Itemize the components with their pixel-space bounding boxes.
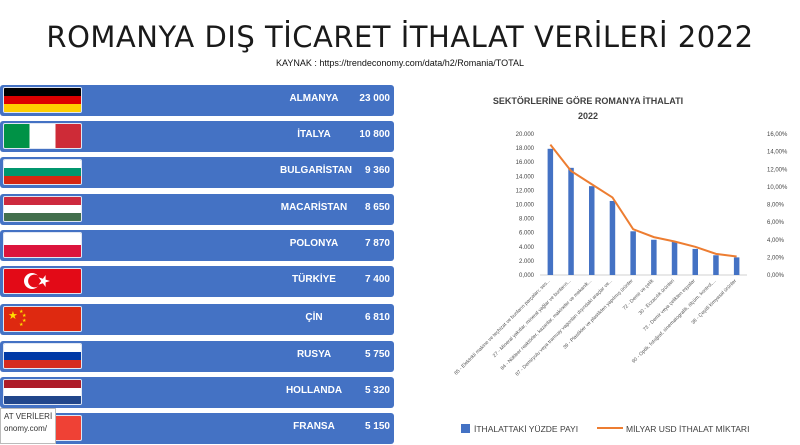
country-row: FRANSA 5 150: [0, 413, 394, 444]
country-name: ALMANYA: [289, 93, 339, 104]
country-row: İTALYA 10 800: [0, 121, 394, 152]
y-right-tick-label: 16,00%: [767, 132, 788, 138]
country-value: 7 400: [364, 274, 390, 285]
x-tick-label: 30 - Eczacılık ürünleri: [638, 278, 676, 316]
y-right-tick-label: 12,00%: [767, 167, 788, 173]
country-row: HOLLANDA 5 320: [0, 377, 394, 408]
footer-tag: AT VERİLERİ onomy.com/: [0, 408, 56, 444]
y-left-tick-label: 18.000: [516, 146, 535, 152]
russia-flag-icon: [3, 343, 82, 369]
x-tick-label: 27 - Mineral yakıtlar, mineral yağlar ve…: [492, 278, 573, 359]
chart-title: SEKTÖRLERİNE GÖRE ROMANYA İTHALATI: [493, 96, 683, 106]
bar: [589, 186, 595, 275]
y-left-tick-label: 10.000: [516, 203, 535, 209]
country-name: TÜRKİYE: [292, 274, 336, 285]
country-name: POLONYA: [289, 238, 339, 249]
country-value: 6 810: [364, 312, 390, 323]
bar: [630, 231, 636, 275]
bar: [651, 239, 657, 275]
country-row: RUSYA 5 750: [0, 341, 394, 372]
y-right-tick-label: 0,00%: [767, 273, 785, 279]
bulgaria-flag-icon: [3, 159, 82, 185]
svg-text:★: ★: [8, 310, 18, 322]
netherlands-flag-icon: [3, 379, 82, 405]
italy-flag-icon: [3, 123, 82, 149]
x-tick-label: 84 - Nükleer reaktörler, kazanlar, makin…: [500, 278, 593, 371]
y-left-tick-label: 0,000: [519, 273, 535, 279]
sector-import-chart: SEKTÖRLERİNE GÖRE ROMANYA İTHALATI 2022 0,…: [453, 96, 788, 434]
x-tick-label: 85 - Elektrikli makine ve teçhizat ve bu…: [453, 278, 551, 376]
y-left-tick-label: 14.000: [516, 174, 535, 180]
svg-text:★: ★: [22, 318, 27, 324]
country-row: POLONYA 7 870: [0, 230, 394, 261]
svg-text:★: ★: [19, 322, 24, 328]
country-name: MACARİSTAN: [280, 202, 348, 213]
country-row: ALMANYA 23 000: [0, 85, 394, 116]
chart-subtitle: 2022: [578, 111, 598, 121]
hungary-flag-icon: [3, 196, 82, 222]
y-right-tick-label: 14,00%: [767, 150, 788, 156]
svg-text:★: ★: [22, 313, 27, 319]
germany-flag-icon: [3, 87, 82, 113]
bar: [609, 200, 616, 275]
y-left-tick-label: 12.000: [516, 188, 535, 194]
country-value: 8 650: [364, 202, 390, 213]
source-note: KAYNAK : https://trendeconomy.com/data/h…: [276, 58, 524, 68]
country-value: 5 150: [364, 421, 390, 432]
country-name: İTALYA: [297, 129, 331, 140]
y-right-tick-label: 6,00%: [767, 220, 785, 226]
y-left-tick-label: 6.000: [519, 231, 535, 237]
legend-label-line: MİLYAR USD İTHALAT MİKTARI: [626, 424, 749, 434]
country-name: BULGARİSTAN: [280, 165, 353, 176]
y-right-tick-label: 4,00%: [767, 238, 785, 244]
bar: [547, 148, 554, 275]
bar: [568, 167, 574, 275]
country-value: 5 320: [364, 385, 390, 396]
country-row: MACARİSTAN 8 650: [0, 194, 394, 225]
country-name: HOLLANDA: [285, 385, 343, 396]
country-value: 7 870: [364, 238, 390, 249]
country-value: 5 750: [364, 349, 390, 360]
country-row: BULGARİSTAN 9 360: [0, 157, 394, 188]
country-value: 10 800: [359, 129, 390, 140]
china-flag-icon: ★ ★ ★ ★ ★: [3, 306, 82, 332]
y-right-tick-label: 2,00%: [767, 255, 785, 261]
bar: [671, 241, 678, 275]
legend-label-bars: İTHALATTAKİ YÜZDE PAYI: [474, 424, 578, 434]
y-left-tick-label: 4.000: [519, 245, 535, 251]
series-line: [549, 143, 737, 258]
y-right-tick-label: 10,00%: [767, 185, 788, 191]
poland-flag-icon: [3, 232, 82, 258]
footer-tag-line2: onomy.com/: [4, 424, 47, 433]
footer-tag-line1: AT VERİLERİ: [4, 412, 53, 421]
country-value: 9 360: [364, 165, 390, 176]
country-name: RUSYA: [296, 349, 332, 360]
y-left-tick-label: 2.000: [519, 259, 535, 265]
turkey-flag-icon: [3, 268, 82, 294]
y-left-tick-label: 16.000: [516, 160, 535, 166]
bar: [692, 248, 698, 275]
bar: [733, 257, 740, 275]
country-value: 23 000: [359, 93, 390, 104]
y-left-tick-label: 20.000: [516, 132, 535, 138]
svg-text:★: ★: [19, 309, 24, 315]
legend-swatch-bars: [461, 424, 470, 433]
country-row: ★ ★ ★ ★ ★ ÇİN 6 810: [0, 304, 394, 335]
country-name: FRANSA: [293, 421, 335, 432]
bar: [713, 255, 719, 275]
y-left-tick-label: 8.000: [519, 217, 535, 223]
page-title: ROMANYA DIŞ TİCARET İTHALAT VERİLERİ 202…: [46, 20, 754, 54]
y-right-tick-label: 8,00%: [767, 203, 785, 209]
country-name: ÇİN: [305, 312, 323, 323]
country-row: TÜRKİYE 7 400: [0, 266, 394, 297]
x-tick-label: 87 - Demiryolu veya tramvay vagonları dı…: [515, 278, 614, 377]
